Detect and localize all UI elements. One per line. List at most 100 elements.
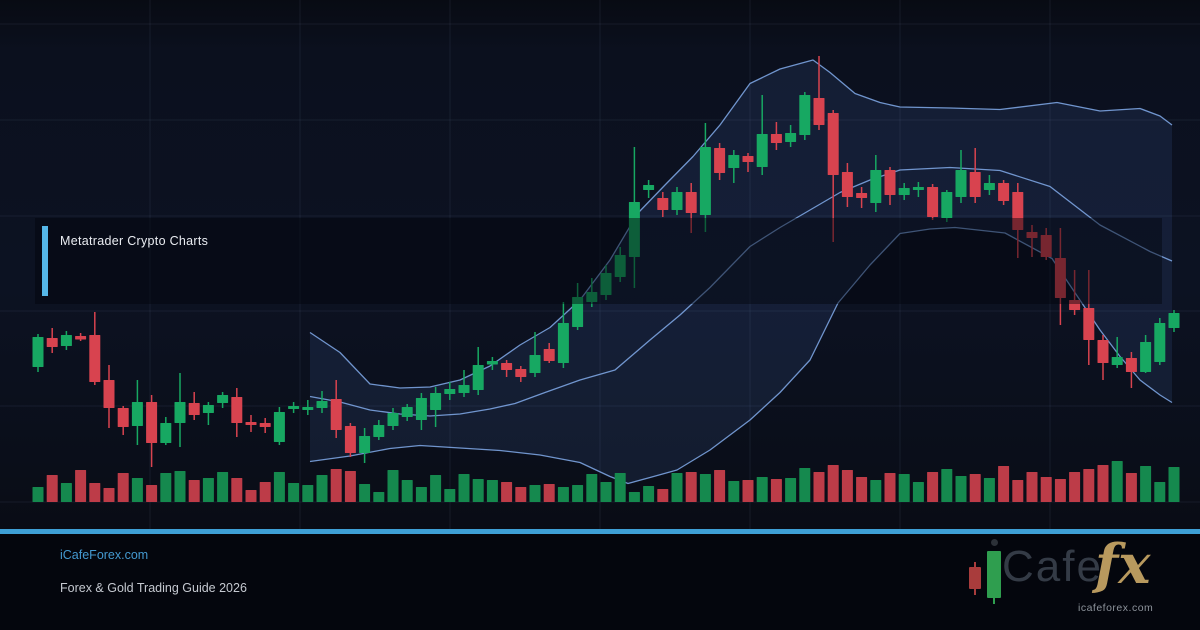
logo-green-candle-icon — [987, 551, 1001, 604]
volume-bar — [969, 474, 981, 502]
volume-bar — [288, 483, 300, 502]
logo-website[interactable]: icafeforex.com — [1078, 602, 1154, 614]
volume-bar — [841, 470, 853, 502]
candle-body — [543, 349, 555, 361]
candle-body — [529, 355, 541, 373]
candle-body — [728, 155, 740, 168]
volume-bar — [1125, 473, 1137, 502]
volume-bar — [1054, 479, 1066, 502]
volume-bar — [799, 468, 811, 502]
candle-body — [415, 398, 427, 420]
candle-body — [912, 187, 924, 190]
logo-red-candle-icon — [969, 562, 981, 595]
volume-bar — [912, 482, 924, 502]
volume-bar — [770, 479, 782, 502]
volume-bar — [1168, 467, 1180, 502]
candle-body — [628, 202, 640, 257]
candle-body — [359, 436, 371, 453]
candle-body — [103, 380, 115, 408]
volume-bar — [75, 470, 87, 502]
candle-body — [841, 172, 853, 197]
volume-bar — [785, 478, 797, 502]
candle-body — [572, 297, 584, 327]
volume-bar — [1111, 461, 1123, 502]
volume-bar — [46, 475, 58, 502]
volume-bar — [131, 478, 143, 502]
candle-body — [969, 172, 981, 197]
candle-body — [32, 337, 44, 367]
candle-body — [1111, 357, 1123, 365]
candle-body — [1054, 258, 1066, 298]
volume-bar — [813, 472, 825, 502]
candle-body — [146, 402, 158, 443]
volume-bar — [983, 478, 995, 502]
volume-bar — [1097, 465, 1109, 502]
volume-bar — [146, 485, 158, 502]
volume-bar — [515, 487, 527, 502]
volume-bar — [486, 480, 498, 502]
volume-bar — [628, 492, 640, 502]
candle-body — [160, 423, 172, 443]
candle-body — [273, 412, 285, 442]
volume-bar — [884, 473, 896, 502]
volume-bar — [472, 479, 484, 502]
volume-bar — [643, 486, 655, 502]
volume-bar — [217, 472, 229, 502]
candle-body — [1040, 235, 1052, 257]
candle-body — [89, 335, 101, 382]
candle-body — [600, 273, 612, 295]
volume-bar — [927, 472, 939, 502]
candle-body — [344, 426, 356, 453]
volume-bar — [1026, 472, 1038, 502]
volume-bar — [316, 475, 328, 502]
volume-bar — [827, 465, 839, 502]
candle-body — [827, 113, 839, 175]
candle-body — [770, 134, 782, 143]
volume-bar — [430, 475, 442, 502]
volume-bar — [572, 485, 584, 502]
candle-body — [188, 403, 200, 415]
volume-bar — [728, 481, 740, 502]
volume-bar — [330, 469, 342, 502]
candle-body — [586, 292, 598, 302]
candle-body — [217, 395, 229, 403]
candle-body — [643, 185, 655, 190]
candle-body — [316, 401, 328, 408]
volume-bar — [188, 480, 200, 502]
candle-body — [1154, 323, 1166, 362]
candle-body — [927, 187, 939, 217]
volume-bar — [998, 466, 1010, 502]
candle-body — [898, 188, 910, 195]
candle-body — [714, 148, 726, 173]
candle-body — [685, 192, 697, 213]
volume-bar — [529, 485, 541, 502]
candle-body — [813, 98, 825, 125]
volume-bar — [89, 483, 101, 502]
candle-body — [430, 393, 442, 410]
volume-bar — [1040, 477, 1052, 502]
candle-body — [870, 170, 882, 203]
candle-body — [699, 147, 711, 215]
volume-bar — [955, 476, 967, 502]
volume-bar — [259, 482, 271, 502]
candle-body — [60, 335, 72, 346]
candle-body — [302, 407, 314, 410]
candle-body — [75, 336, 87, 340]
candle-body — [387, 413, 399, 426]
volume-bar — [1012, 480, 1024, 502]
volume-bar — [1154, 482, 1166, 502]
volume-bar — [671, 473, 683, 502]
candle-body — [983, 183, 995, 190]
volume-bar — [174, 471, 186, 502]
site-link[interactable]: iCafeForex.com — [60, 548, 149, 562]
candle-body — [174, 402, 186, 423]
footer-divider-line — [0, 529, 1200, 534]
candle-body — [373, 425, 385, 437]
volume-bar — [614, 473, 626, 502]
logo-candle-dot-icon — [991, 539, 998, 546]
candle-body — [557, 323, 569, 363]
candle-body — [1083, 308, 1095, 340]
candle-body — [259, 423, 271, 427]
volume-bar — [103, 488, 115, 502]
